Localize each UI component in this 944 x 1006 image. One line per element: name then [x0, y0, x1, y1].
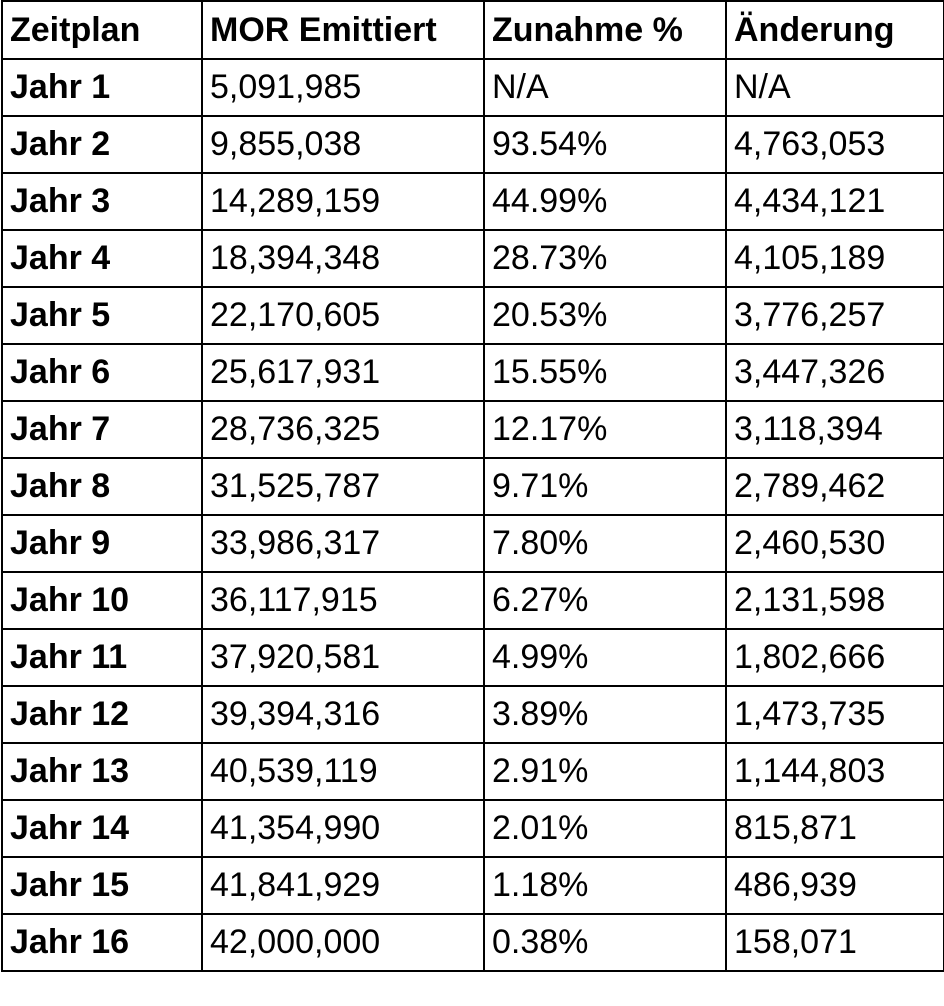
zunahme-cell: 15.55%	[483, 343, 727, 402]
mor-emittiert-cell: 5,091,985	[201, 58, 485, 117]
zeitplan-cell: Jahr 6	[1, 343, 203, 402]
zunahme-cell: 2.91%	[483, 742, 727, 801]
zeitplan-cell: Jahr 5	[1, 286, 203, 345]
table-row: Jahr 6 25,617,931 15.55% 3,447,326	[1, 343, 944, 402]
zeitplan-cell: Jahr 7	[1, 400, 203, 459]
mor-emittiert-cell: 33,986,317	[201, 514, 485, 573]
zeitplan-cell: Jahr 2	[1, 115, 203, 174]
mor-emittiert-cell: 22,170,605	[201, 286, 485, 345]
zunahme-cell: 0.38%	[483, 913, 727, 972]
zunahme-cell: 93.54%	[483, 115, 727, 174]
zeitplan-cell: Jahr 12	[1, 685, 203, 744]
mor-emittiert-cell: 36,117,915	[201, 571, 485, 630]
zeitplan-cell: Jahr 14	[1, 799, 203, 858]
aenderung-cell: 815,871	[725, 799, 944, 858]
zeitplan-cell: Jahr 9	[1, 514, 203, 573]
table-row: Jahr 5 22,170,605 20.53% 3,776,257	[1, 286, 944, 345]
table-row: Jahr 10 36,117,915 6.27% 2,131,598	[1, 571, 944, 630]
aenderung-cell: 1,802,666	[725, 628, 944, 687]
aenderung-cell: 2,131,598	[725, 571, 944, 630]
mor-emittiert-cell: 9,855,038	[201, 115, 485, 174]
mor-emittiert-cell: 41,354,990	[201, 799, 485, 858]
aenderung-cell: N/A	[725, 58, 944, 117]
zunahme-cell: 4.99%	[483, 628, 727, 687]
aenderung-cell: 4,434,121	[725, 172, 944, 231]
table-row: Jahr 15 41,841,929 1.18% 486,939	[1, 856, 944, 915]
mor-emittiert-cell: 39,394,316	[201, 685, 485, 744]
aenderung-cell: 4,763,053	[725, 115, 944, 174]
aenderung-cell: 1,144,803	[725, 742, 944, 801]
table-row: Jahr 7 28,736,325 12.17% 3,118,394	[1, 400, 944, 459]
header-zeitplan: Zeitplan	[1, 0, 203, 60]
table-row: Jahr 16 42,000,000 0.38% 158,071	[1, 913, 944, 972]
table-row: Jahr 11 37,920,581 4.99% 1,802,666	[1, 628, 944, 687]
mor-emittiert-cell: 28,736,325	[201, 400, 485, 459]
table-row: Jahr 8 31,525,787 9.71% 2,789,462	[1, 457, 944, 516]
mor-emittiert-cell: 25,617,931	[201, 343, 485, 402]
zunahme-cell: 1.18%	[483, 856, 727, 915]
zeitplan-cell: Jahr 1	[1, 58, 203, 117]
mor-emittiert-cell: 14,289,159	[201, 172, 485, 231]
table-body: Jahr 1 5,091,985 N/A N/A Jahr 2 9,855,038 93.5…	[1, 58, 944, 972]
zunahme-cell: 12.17%	[483, 400, 727, 459]
aenderung-cell: 2,789,462	[725, 457, 944, 516]
mor-emittiert-cell: 42,000,000	[201, 913, 485, 972]
header-aenderung: Änderung	[725, 0, 944, 60]
mor-emittiert-cell: 31,525,787	[201, 457, 485, 516]
aenderung-cell: 486,939	[725, 856, 944, 915]
table-row: Jahr 2 9,855,038 93.54% 4,763,053	[1, 115, 944, 174]
zeitplan-cell: Jahr 10	[1, 571, 203, 630]
aenderung-cell: 2,460,530	[725, 514, 944, 573]
table-row: Jahr 4 18,394,348 28.73% 4,105,189	[1, 229, 944, 288]
zunahme-cell: 28.73%	[483, 229, 727, 288]
table-row: Jahr 13 40,539,119 2.91% 1,144,803	[1, 742, 944, 801]
table-row: Jahr 14 41,354,990 2.01% 815,871	[1, 799, 944, 858]
zeitplan-cell: Jahr 15	[1, 856, 203, 915]
mor-emittiert-cell: 18,394,348	[201, 229, 485, 288]
aenderung-cell: 4,105,189	[725, 229, 944, 288]
zeitplan-cell: Jahr 8	[1, 457, 203, 516]
zeitplan-cell: Jahr 3	[1, 172, 203, 231]
zeitplan-cell: Jahr 16	[1, 913, 203, 972]
zeitplan-cell: Jahr 11	[1, 628, 203, 687]
table-row: Jahr 3 14,289,159 44.99% 4,434,121	[1, 172, 944, 231]
header-mor-emittiert: MOR Emittiert	[201, 0, 485, 60]
table-row: Jahr 12 39,394,316 3.89% 1,473,735	[1, 685, 944, 744]
zunahme-cell: 3.89%	[483, 685, 727, 744]
zunahme-cell: 9.71%	[483, 457, 727, 516]
mor-emittiert-cell: 40,539,119	[201, 742, 485, 801]
table-row: Jahr 9 33,986,317 7.80% 2,460,530	[1, 514, 944, 573]
zunahme-cell: 44.99%	[483, 172, 727, 231]
aenderung-cell: 1,473,735	[725, 685, 944, 744]
zunahme-cell: 7.80%	[483, 514, 727, 573]
zunahme-cell: 2.01%	[483, 799, 727, 858]
aenderung-cell: 3,776,257	[725, 286, 944, 345]
zunahme-cell: 20.53%	[483, 286, 727, 345]
mor-emittiert-cell: 41,841,929	[201, 856, 485, 915]
zeitplan-cell: Jahr 4	[1, 229, 203, 288]
zeitplan-cell: Jahr 13	[1, 742, 203, 801]
mor-emittiert-cell: 37,920,581	[201, 628, 485, 687]
table-row: Jahr 1 5,091,985 N/A N/A	[1, 58, 944, 117]
zunahme-cell: 6.27%	[483, 571, 727, 630]
header-row: Zeitplan MOR Emittiert Zunahme % Änderun…	[1, 0, 944, 60]
aenderung-cell: 158,071	[725, 913, 944, 972]
header-zunahme-percent: Zunahme %	[483, 0, 727, 60]
aenderung-cell: 3,118,394	[725, 400, 944, 459]
aenderung-cell: 3,447,326	[725, 343, 944, 402]
emission-schedule-table: Zeitplan MOR Emittiert Zunahme % Änderun…	[1, 0, 944, 972]
zunahme-cell: N/A	[483, 58, 727, 117]
